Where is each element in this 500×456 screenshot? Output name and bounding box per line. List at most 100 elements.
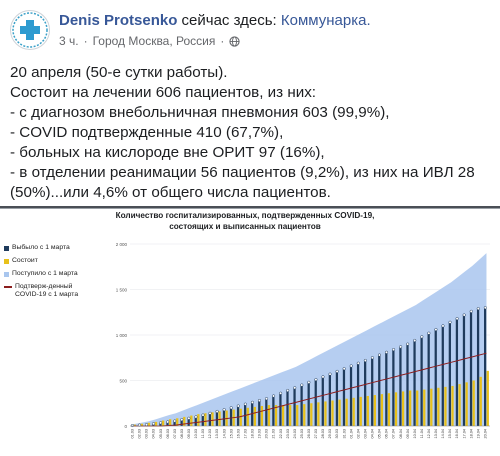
bar-vypisano — [251, 402, 254, 426]
bar-sostoit — [451, 385, 454, 426]
point-vypisano — [159, 421, 163, 425]
x-tick-label: 12.04 — [427, 429, 431, 439]
x-tick-label: 10.03 — [194, 429, 198, 439]
x-tick-label: 20.04 — [483, 429, 487, 439]
x-tick-label: 20.03 — [265, 429, 269, 439]
bar-vypisano — [208, 413, 211, 426]
bar-vypisano — [385, 352, 388, 426]
bar-sostoit — [479, 376, 482, 426]
legend-item-postupilo: Поступило с 1 марта — [4, 270, 104, 278]
bar-vypisano — [321, 376, 324, 426]
bar-vypisano — [180, 419, 183, 426]
x-tick-label: 31.03 — [342, 429, 346, 439]
point-vypisano — [448, 320, 452, 324]
point-vypisano — [257, 398, 262, 403]
point-vypisano — [243, 402, 247, 406]
x-tick-label: 11.04 — [420, 429, 424, 438]
x-tick-label: 17.03 — [243, 429, 247, 439]
point-vypisano — [399, 345, 403, 349]
bar-vypisano — [342, 368, 346, 426]
x-tick-label: 07.04 — [392, 429, 396, 439]
y-tick-label: 500 — [119, 379, 127, 384]
bar-vypisano — [356, 363, 360, 426]
bar-vypisano — [392, 349, 395, 426]
point-vypisano — [152, 422, 156, 426]
bar-sostoit — [394, 392, 398, 426]
x-tick-label: 09.04 — [406, 429, 410, 439]
bar-sostoit — [331, 400, 334, 426]
bar-sostoit — [317, 402, 320, 426]
bar-vypisano — [378, 355, 381, 426]
bar-sostoit — [183, 416, 186, 426]
chart-top-border-2 — [0, 208, 500, 209]
author-name[interactable]: Denis Protsenko — [59, 12, 178, 29]
bar-sostoit — [176, 418, 179, 426]
bar-vypisano — [159, 422, 162, 426]
post-header: Denis Protsenko сейчас здесь: Коммунарка… — [59, 12, 371, 29]
x-tick-label: 09.03 — [187, 429, 191, 439]
post-line: - с диагнозом внебольничная пневмония 60… — [10, 104, 390, 121]
legend-swatch — [4, 286, 12, 288]
x-tick-label: 03.04 — [363, 429, 367, 439]
bar-sostoit — [267, 405, 271, 426]
point-vypisano — [420, 335, 424, 339]
x-tick-label: 18.04 — [469, 429, 473, 439]
series-line-covid — [133, 352, 487, 427]
point-vypisano — [377, 353, 382, 357]
point-vypisano — [222, 408, 226, 412]
bar-vypisano — [201, 415, 204, 426]
location-link[interactable]: Коммунарка. — [280, 12, 371, 29]
post-meta: 3 ч. · Город Москва, Россия · — [59, 34, 241, 48]
x-tick-label: 13.04 — [434, 429, 438, 439]
x-tick-label: 15.03 — [229, 429, 233, 439]
legend-label: Выбыло с 1 марта — [12, 244, 70, 251]
x-tick-label: 07.03 — [173, 429, 177, 439]
point-vypisano — [279, 391, 283, 395]
x-tick-label: 19.04 — [476, 429, 480, 439]
x-tick-label: 28.03 — [321, 429, 325, 439]
x-tick-label: 26.03 — [307, 429, 311, 439]
bar-vypisano — [265, 398, 268, 426]
bar-sostoit — [345, 398, 348, 426]
meta-separator: · — [83, 34, 88, 48]
bar-vypisano — [455, 318, 459, 426]
x-tick-label: 14.04 — [441, 429, 445, 439]
bar-sostoit — [154, 421, 158, 426]
point-vypisano — [314, 378, 318, 382]
point-vypisano — [264, 397, 269, 401]
bar-vypisano — [229, 407, 233, 426]
chart-image[interactable]: Количество госпитализированных, подтверж… — [0, 206, 500, 456]
bar-vypisano — [441, 325, 444, 426]
bar-sostoit — [260, 405, 264, 426]
point-vypisano — [201, 413, 205, 417]
avatar[interactable] — [10, 10, 50, 50]
bar-sostoit — [338, 399, 341, 426]
bar-vypisano — [279, 393, 282, 426]
point-vypisano — [434, 327, 438, 332]
medical-cross-icon — [12, 12, 48, 48]
bar-sostoit — [359, 396, 362, 426]
point-vypisano — [272, 394, 276, 398]
bar-sostoit — [303, 404, 306, 426]
bar-sostoit — [218, 411, 221, 426]
x-tick-label: 01.04 — [349, 429, 353, 439]
chart-top-border — [0, 206, 500, 208]
x-tick-label: 02.03 — [138, 429, 142, 439]
x-tick-label: 23.03 — [286, 429, 290, 439]
point-vypisano — [130, 423, 134, 428]
legend-item-covid: Подтверж-денный COVID-19 с 1 марта — [4, 283, 104, 299]
x-tick-label: 27.03 — [314, 429, 318, 439]
post-time[interactable]: 3 ч. — [59, 34, 79, 48]
bar-vypisano — [258, 400, 261, 426]
legend-swatch — [4, 258, 9, 264]
point-vypisano — [194, 415, 198, 419]
x-tick-label: 01.03 — [131, 429, 135, 439]
x-tick-label: 17.04 — [462, 429, 466, 439]
place-link[interactable]: Город Москва, Россия — [92, 34, 216, 48]
x-tick-label: 16.03 — [236, 429, 240, 439]
globe-icon — [229, 35, 241, 47]
point-vypisano — [469, 309, 473, 313]
x-tick-label: 11.03 — [201, 429, 205, 438]
bar-vypisano — [272, 395, 275, 426]
y-tick-label: 2 000 — [116, 242, 128, 247]
